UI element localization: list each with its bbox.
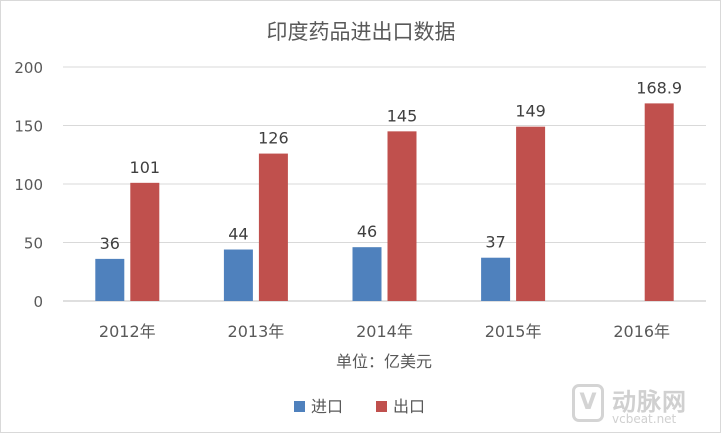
bar-export: [387, 131, 417, 301]
legend-swatch: [294, 401, 305, 412]
watermark-logo-icon: V: [572, 384, 604, 422]
bar-import: [95, 258, 125, 301]
y-tick-label: 50: [24, 235, 43, 253]
bar-import: [223, 249, 253, 301]
data-label: 126: [258, 129, 289, 148]
x-tick-label: 2012年: [99, 322, 156, 341]
data-label: 37: [485, 233, 505, 252]
chart-title: 印度药品进出口数据: [267, 20, 456, 44]
x-tick-label: 2013年: [228, 322, 285, 341]
bar-import: [481, 257, 511, 301]
watermark-url: vcbeat.net: [612, 412, 677, 426]
x-tick-label: 2014年: [356, 322, 413, 341]
data-label: 46: [357, 222, 377, 241]
bar-export: [644, 103, 674, 302]
legend-label: 进口: [311, 397, 343, 416]
bar-import: [352, 247, 382, 301]
y-tick-label: 150: [14, 118, 43, 136]
x-tick-label: 2016年: [613, 322, 670, 341]
y-tick-label: 0: [33, 293, 43, 311]
bar-export: [130, 182, 160, 301]
legend-label: 出口: [393, 397, 425, 416]
x-tick-label: 2015年: [485, 322, 542, 341]
y-tick-label: 200: [14, 59, 43, 77]
watermark-name: 动脉网: [612, 388, 687, 416]
data-label: 145: [387, 106, 418, 125]
legend-swatch: [376, 401, 387, 412]
y-tick-label: 100: [14, 176, 43, 194]
watermark: V 动脉网 vcbeat.net: [572, 382, 712, 430]
data-label: 149: [515, 102, 546, 121]
data-label: 44: [228, 225, 248, 244]
data-label: 101: [130, 158, 161, 177]
data-label: 36: [100, 234, 120, 253]
data-label: 168.9: [636, 78, 682, 97]
x-axis-label: 单位：亿美元: [336, 352, 432, 371]
bar-export: [258, 153, 288, 301]
bar-export: [516, 126, 546, 301]
